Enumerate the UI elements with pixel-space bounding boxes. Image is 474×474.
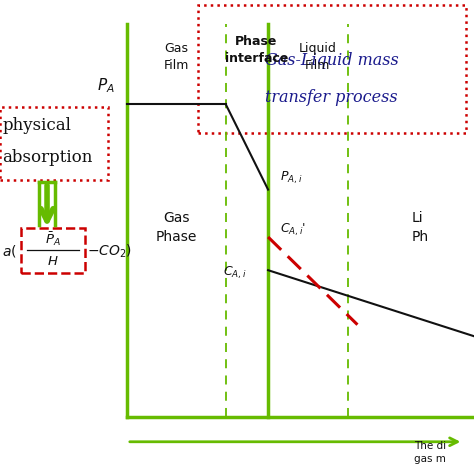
Text: $C_{A,i}$': $C_{A,i}$' xyxy=(280,222,306,238)
Text: Gas
Film: Gas Film xyxy=(164,42,189,72)
Text: $H$: $H$ xyxy=(47,255,59,268)
FancyBboxPatch shape xyxy=(198,5,465,133)
Text: transfer process: transfer process xyxy=(265,89,398,106)
Text: $-CO_2)$: $-CO_2)$ xyxy=(87,243,132,260)
Text: Gas
Phase: Gas Phase xyxy=(155,211,197,244)
Text: Li
Ph: Li Ph xyxy=(411,211,428,244)
Text: physical: physical xyxy=(2,117,71,134)
Text: Gas-Liquid mass: Gas-Liquid mass xyxy=(264,52,399,69)
Text: $P_{A,i}$: $P_{A,i}$ xyxy=(280,170,302,186)
Text: absorption: absorption xyxy=(2,149,93,166)
Text: $\bar{P}_A$: $\bar{P}_A$ xyxy=(45,230,61,248)
Text: The di
gas m: The di gas m xyxy=(414,441,446,464)
FancyBboxPatch shape xyxy=(0,107,108,180)
Text: $a($: $a($ xyxy=(2,243,17,259)
Text: Liquid
Film: Liquid Film xyxy=(299,42,337,72)
Text: $C_{A,i}$: $C_{A,i}$ xyxy=(223,264,247,281)
FancyBboxPatch shape xyxy=(21,228,85,273)
Text: Phase
interface: Phase interface xyxy=(225,35,288,65)
Text: $P_A$: $P_A$ xyxy=(97,76,115,95)
